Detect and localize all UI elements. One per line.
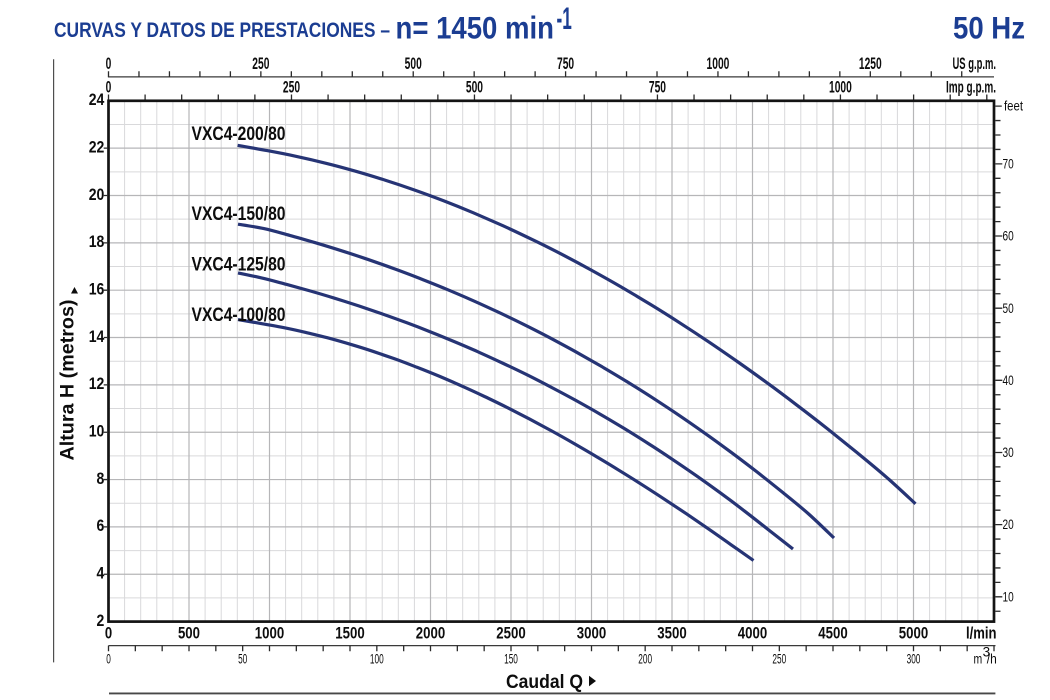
svg-text:250: 250: [772, 651, 786, 666]
svg-text:500: 500: [178, 625, 200, 643]
svg-text:1000: 1000: [829, 79, 852, 97]
svg-text:-1: -1: [557, 0, 572, 36]
svg-text:16: 16: [89, 280, 105, 298]
svg-text:Imp g.p.m.: Imp g.p.m.: [946, 79, 996, 97]
svg-text:/h: /h: [987, 651, 997, 666]
svg-text:l/min: l/min: [966, 625, 997, 643]
svg-text:750: 750: [557, 55, 574, 73]
svg-text:5000: 5000: [899, 625, 928, 643]
svg-text:VXC4-125/80: VXC4-125/80: [192, 255, 286, 276]
svg-text:500: 500: [405, 55, 422, 73]
svg-text:22: 22: [89, 138, 105, 156]
svg-text:150: 150: [504, 651, 518, 666]
svg-text:200: 200: [638, 651, 652, 666]
svg-text:4500: 4500: [818, 625, 847, 643]
svg-text:250: 250: [252, 55, 269, 73]
svg-text:3500: 3500: [657, 625, 686, 643]
svg-text:50 Hz: 50 Hz: [953, 9, 1025, 45]
svg-text:0: 0: [106, 55, 112, 73]
svg-text:2: 2: [97, 612, 105, 630]
svg-text:300: 300: [907, 651, 921, 666]
svg-text:1000: 1000: [255, 625, 284, 643]
svg-text:0: 0: [105, 625, 112, 643]
svg-text:VXC4-200/80: VXC4-200/80: [192, 124, 286, 145]
svg-text:2500: 2500: [496, 625, 525, 643]
svg-text:2000: 2000: [416, 625, 445, 643]
svg-text:10: 10: [89, 423, 105, 441]
svg-text:18: 18: [89, 233, 105, 251]
svg-text:Altura H (metros): Altura H (metros): [58, 300, 79, 461]
svg-text:40: 40: [1003, 373, 1014, 388]
svg-text:1250: 1250: [859, 55, 882, 73]
svg-text:0: 0: [106, 651, 111, 666]
svg-text:6: 6: [97, 517, 105, 535]
svg-text:50: 50: [1003, 301, 1014, 316]
svg-text:Caudal Q: Caudal Q: [506, 672, 583, 693]
svg-text:14: 14: [89, 328, 105, 346]
svg-text:3: 3: [983, 645, 991, 660]
svg-text:250: 250: [283, 79, 300, 97]
svg-text:750: 750: [649, 79, 666, 97]
svg-text:4000: 4000: [738, 625, 767, 643]
svg-text:100: 100: [370, 651, 384, 666]
svg-text:CURVAS Y DATOS DE PRESTACIONES: CURVAS Y DATOS DE PRESTACIONES –: [54, 18, 390, 42]
svg-text:10: 10: [1003, 589, 1014, 604]
svg-text:60: 60: [1003, 229, 1014, 244]
svg-text:500: 500: [466, 79, 483, 97]
svg-text:0: 0: [106, 79, 112, 97]
svg-text:24: 24: [89, 91, 105, 109]
svg-text:feet: feet: [1004, 98, 1023, 113]
svg-text:n= 1450 min: n= 1450 min: [396, 9, 555, 45]
svg-text:3000: 3000: [577, 625, 606, 643]
svg-text:1000: 1000: [707, 55, 730, 73]
svg-text:20: 20: [89, 186, 105, 204]
svg-text:VXC4-100/80: VXC4-100/80: [192, 305, 286, 326]
svg-text:8: 8: [97, 470, 105, 488]
svg-text:US g.p.m.: US g.p.m.: [953, 55, 997, 73]
svg-text:1500: 1500: [335, 625, 364, 643]
svg-text:20: 20: [1003, 517, 1014, 532]
svg-text:70: 70: [1003, 156, 1014, 171]
svg-text:VXC4-150/80: VXC4-150/80: [192, 204, 286, 225]
svg-text:50: 50: [238, 651, 247, 666]
svg-text:4: 4: [97, 565, 105, 583]
svg-text:m: m: [974, 651, 983, 666]
svg-text:30: 30: [1003, 445, 1014, 460]
svg-text:12: 12: [89, 375, 105, 393]
